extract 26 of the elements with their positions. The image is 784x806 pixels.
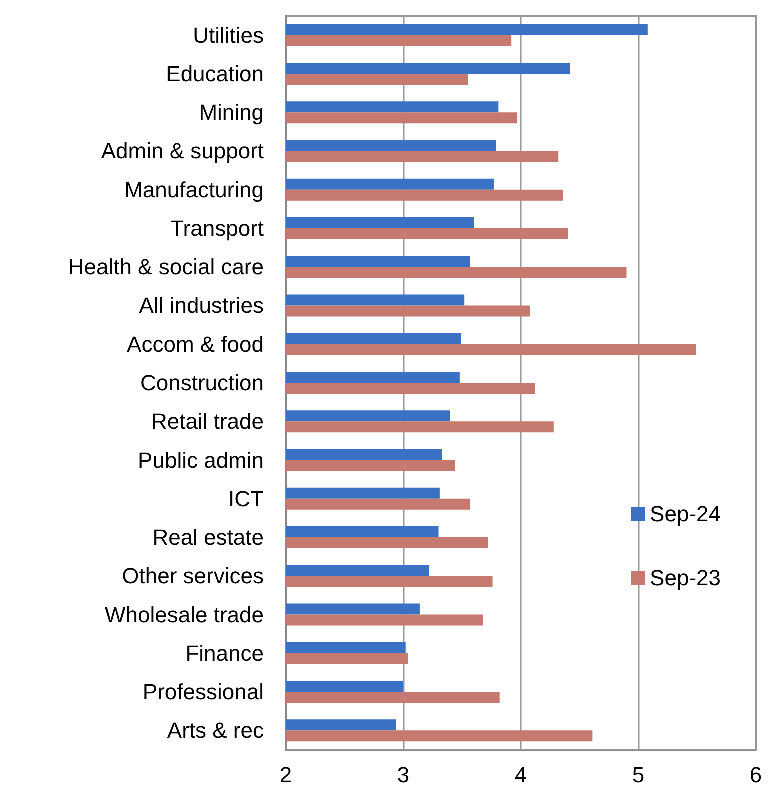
y-tick-label: Real estate [152,525,264,550]
y-tick-label: Retail trade [151,409,264,434]
y-tick-label: All industries [139,293,264,318]
y-tick-label: Manufacturing [124,177,264,202]
x-tick-label: 6 [750,762,762,788]
y-tick-label: Construction [140,370,264,396]
legend-label: Sep-23 [650,566,722,590]
y-tick-label: Health & social care [68,254,264,280]
x-tick-label: 4 [514,762,528,788]
y-tick-label: Transport [170,216,264,241]
y-tick-label: Wholesale trade [105,602,264,628]
y-tick-label: Public admin [138,448,264,473]
y-tick-label: Mining [199,100,264,126]
legend-label: Sep-24 [650,502,722,526]
x-tick-label: 3 [397,762,410,788]
y-tick-label: Accom & food [127,332,264,357]
y-tick-label: Arts & rec [167,718,264,744]
y-tick-label: ICT [228,486,264,512]
y-tick-label: Professional [142,680,264,705]
y-tick-label: Admin & support [101,138,264,164]
x-tick-label: 2 [280,762,292,788]
y-tick-label: Other services [122,564,264,589]
x-tick-label: 5 [632,762,645,788]
y-tick-label: Finance [186,640,264,666]
y-tick-label: Education [166,61,264,86]
y-tick-label: Utilities [193,22,264,48]
